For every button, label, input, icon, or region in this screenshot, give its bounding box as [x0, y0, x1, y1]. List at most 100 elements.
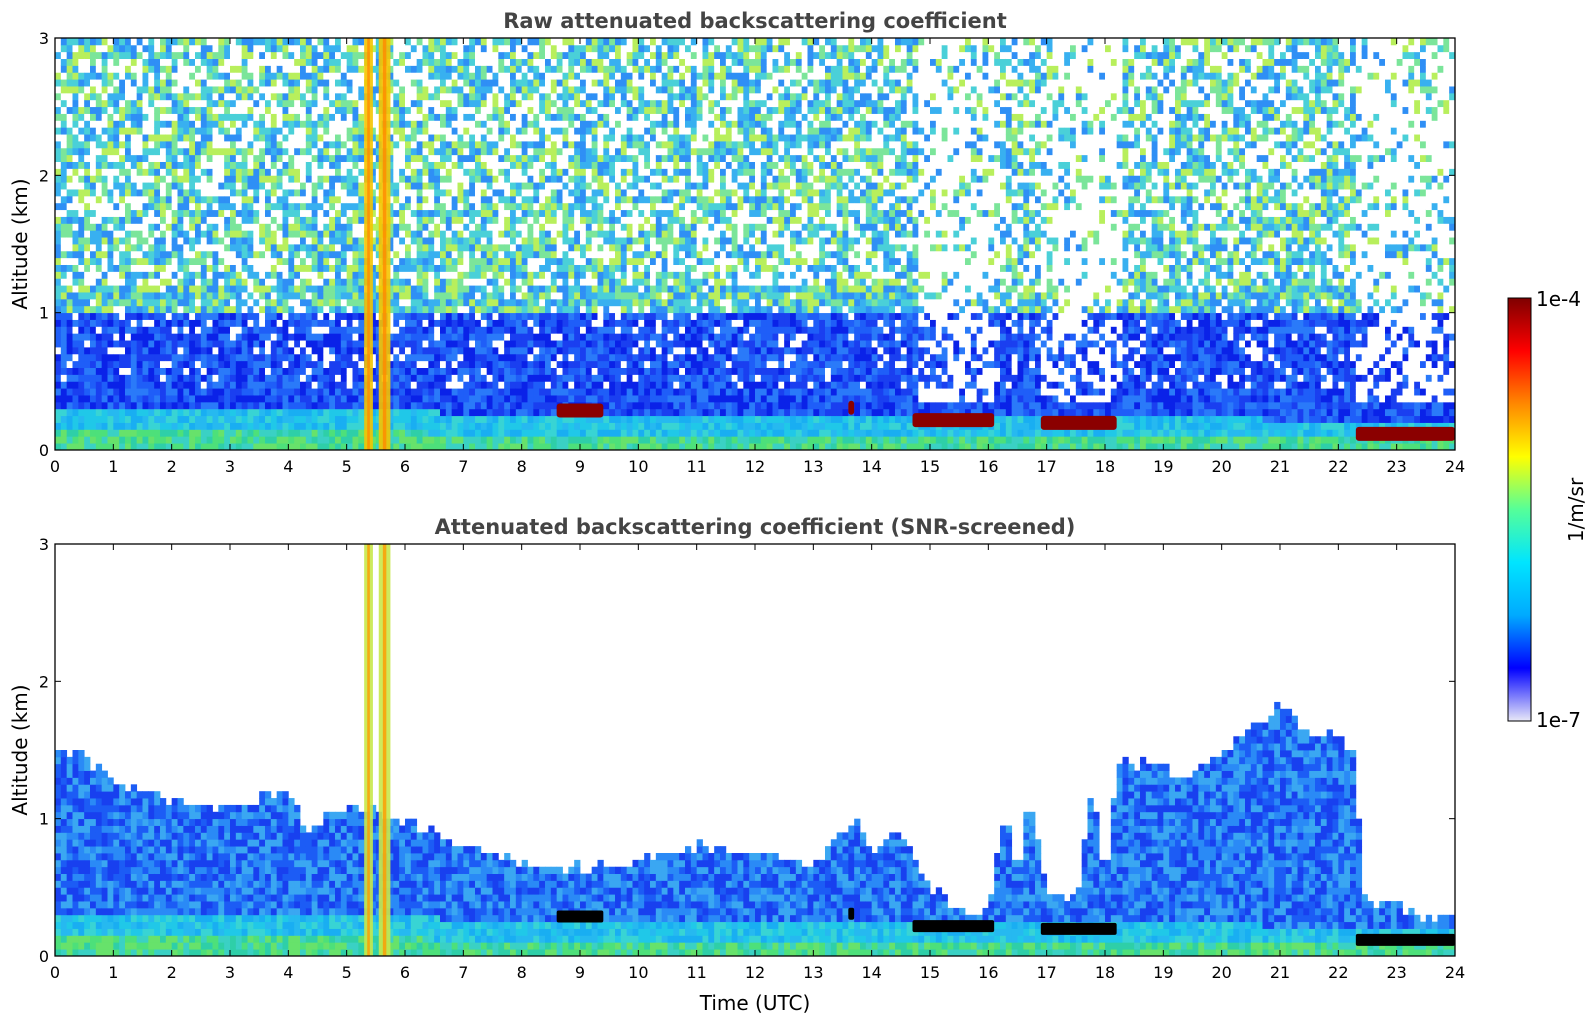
- heatmap-cell: [399, 189, 406, 197]
- heatmap-cell: [60, 195, 68, 204]
- heatmap-cell: [84, 374, 91, 382]
- heatmap-cell: [399, 257, 406, 265]
- heatmap-cell: [136, 99, 143, 108]
- heatmap-cell: [60, 154, 68, 162]
- heatmap-cell: [300, 264, 307, 272]
- heatmap-cell: [55, 189, 62, 197]
- heatmap-cell: [399, 209, 406, 217]
- heatmap-cell: [78, 86, 85, 94]
- heatmap-cell: [241, 319, 248, 327]
- heatmap-cell: [101, 182, 108, 190]
- heatmap-cell: [113, 209, 120, 217]
- heatmap-cell: [492, 189, 499, 197]
- heatmap-cell: [457, 113, 464, 121]
- heatmap-cell: [475, 147, 482, 156]
- heatmap-cell: [253, 44, 260, 53]
- heatmap-cell: [346, 141, 353, 149]
- heatmap-cell: [300, 113, 307, 121]
- heatmap-cell: [230, 271, 237, 279]
- heatmap-cell: [177, 86, 184, 94]
- heatmap-cell: [486, 340, 493, 348]
- heatmap-cell: [527, 340, 534, 348]
- heatmap-cell: [142, 120, 149, 128]
- heatmap-cell: [387, 72, 394, 80]
- heatmap-cell: [230, 189, 237, 197]
- heatmap-cell: [84, 312, 91, 320]
- heatmap-cell: [230, 292, 237, 300]
- heatmap-cell: [410, 79, 418, 87]
- heatmap-cell: [440, 264, 447, 272]
- heatmap-cell: [521, 189, 528, 197]
- heatmap-cell: [119, 250, 126, 259]
- heatmap-cell: [154, 395, 161, 403]
- heatmap-cell: [66, 292, 73, 300]
- heatmap-cell: [527, 244, 534, 252]
- heatmap-cell: [148, 429, 155, 437]
- heatmap-cell: [492, 141, 499, 149]
- heatmap-cell: [107, 134, 114, 142]
- heatmap-cell: [340, 134, 348, 142]
- heatmap-cell: [247, 436, 254, 444]
- heatmap-cell: [457, 92, 464, 101]
- heatmap-cell: [165, 175, 173, 183]
- heatmap-cell: [230, 244, 237, 252]
- heatmap-cell: [288, 38, 295, 46]
- heatmap-cell: [206, 216, 213, 224]
- heatmap-cell: [136, 38, 143, 46]
- heatmap-cell: [463, 134, 470, 142]
- heatmap-cell: [469, 264, 476, 272]
- heatmap-cell: [300, 92, 307, 101]
- heatmap-cell: [265, 72, 272, 80]
- heatmap-cell: [498, 333, 505, 341]
- heatmap-cell: [265, 326, 272, 334]
- heatmap-cell: [335, 51, 342, 59]
- heatmap-cell: [463, 182, 470, 190]
- heatmap-cell: [335, 175, 342, 183]
- heatmap-cell: [224, 395, 231, 403]
- heatmap-cell: [311, 360, 318, 368]
- heatmap-cell: [218, 353, 225, 362]
- heatmap-cell: [78, 168, 85, 176]
- heatmap-cell: [171, 216, 178, 224]
- heatmap-cell: [387, 429, 394, 437]
- heatmap-cell: [428, 65, 435, 73]
- heatmap-cell: [200, 175, 208, 183]
- heatmap-cell: [113, 168, 120, 176]
- heatmap-cell: [434, 271, 441, 279]
- heatmap-cell: [241, 161, 248, 169]
- heatmap-cell: [370, 230, 377, 238]
- heatmap-cell: [148, 374, 155, 382]
- heatmap-cell: [416, 340, 423, 348]
- heatmap-cell: [107, 271, 114, 279]
- heatmap-cell: [335, 38, 342, 46]
- heatmap-cell: [410, 408, 418, 417]
- heatmap-cell: [335, 230, 342, 238]
- heatmap-cell: [311, 271, 318, 279]
- heatmap-cell: [183, 422, 190, 430]
- heatmap-cell: [416, 395, 423, 403]
- heatmap-cell: [66, 209, 73, 217]
- heatmap-cell: [206, 134, 213, 142]
- heatmap-cell: [370, 353, 377, 362]
- heatmap-cell: [288, 44, 295, 53]
- heatmap-cell: [84, 195, 91, 204]
- heatmap-cell: [387, 141, 394, 149]
- heatmap-cell: [125, 72, 132, 80]
- heatmap-cell: [469, 360, 476, 368]
- heatmap-cell: [387, 347, 394, 355]
- heatmap-cell: [410, 72, 418, 80]
- heatmap-cell: [241, 216, 248, 224]
- heatmap-cell: [492, 120, 499, 128]
- heatmap-cell: [340, 347, 348, 355]
- heatmap-cell: [329, 360, 336, 368]
- heatmap-cell: [241, 154, 248, 162]
- heatmap-cell: [60, 72, 68, 80]
- heatmap-cell: [66, 141, 73, 149]
- heatmap-cell: [230, 230, 237, 238]
- heatmap-cell: [475, 374, 482, 382]
- heatmap-cell: [113, 58, 120, 66]
- heatmap-cell: [486, 209, 493, 217]
- heatmap-cell: [305, 401, 313, 410]
- heatmap-cell: [329, 161, 336, 169]
- heatmap-cell: [235, 216, 243, 224]
